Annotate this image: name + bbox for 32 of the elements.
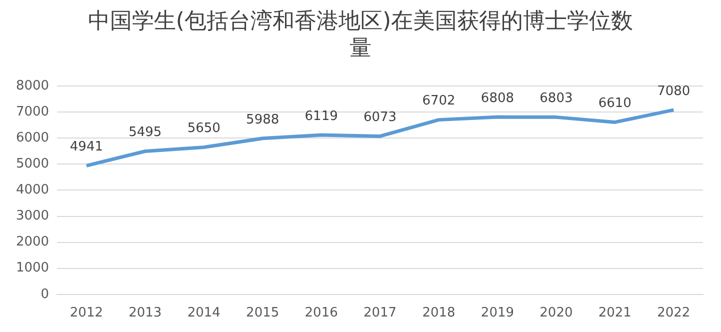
y-tick-label: 7000 <box>16 104 50 120</box>
x-tick-label: 2014 <box>187 306 220 321</box>
x-tick-label: 2018 <box>422 306 456 321</box>
data-label: 4941 <box>70 140 103 155</box>
y-tick-label: 4000 <box>16 182 50 198</box>
chart-title: 中国学生(包括台湾和香港地区)在美国获得的博士学位数量 <box>86 8 634 62</box>
x-tick-label: 2020 <box>540 306 573 321</box>
data-label: 5650 <box>187 121 220 136</box>
data-label: 6073 <box>363 110 397 126</box>
data-label: 6803 <box>540 91 573 106</box>
y-tick-label: 8000 <box>16 78 50 94</box>
x-tick-label: 2016 <box>304 306 338 321</box>
y-tick-label: 0 <box>40 286 50 302</box>
x-tick-label: 2021 <box>598 306 632 321</box>
x-tick-label: 2015 <box>246 306 280 321</box>
x-tick-label: 2017 <box>363 306 397 321</box>
data-label: 6610 <box>598 96 632 112</box>
data-label: 5495 <box>128 125 162 140</box>
data-label: 7080 <box>657 84 690 99</box>
data-label: 6808 <box>480 90 514 106</box>
data-label: 6119 <box>304 108 338 124</box>
data-label: 5988 <box>246 112 280 128</box>
x-tick-label: 2019 <box>480 306 514 321</box>
y-tick-label: 3000 <box>16 208 50 224</box>
y-tick-label: 5000 <box>16 156 50 172</box>
x-tick-label: 2022 <box>657 306 690 321</box>
data-label: 6702 <box>422 94 456 109</box>
x-tick-label: 2012 <box>70 306 103 321</box>
y-tick-label: 6000 <box>16 130 50 146</box>
y-tick-label: 1000 <box>16 260 50 276</box>
x-tick-label: 2013 <box>128 306 162 321</box>
y-tick-label: 2000 <box>16 234 50 250</box>
